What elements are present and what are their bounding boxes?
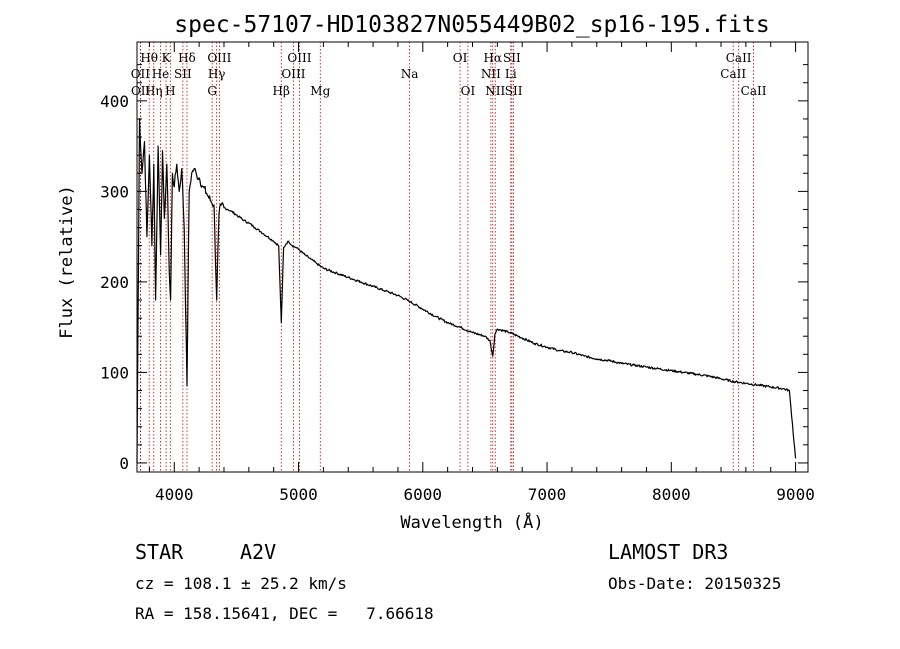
line-label-3: He [152,67,170,81]
y-tick-label-300: 300 [100,182,129,201]
line-label-21: NII [481,67,501,81]
object-subclass: A2V [240,540,277,564]
line-label-4: Hη [145,84,163,98]
line-label-15: Mg [310,84,330,98]
line-label-18: OI [461,84,476,98]
observation-date: Obs-Date: 20150325 [608,574,782,593]
line-label-11: G [207,84,217,98]
survey-name: LAMOST DR3 [608,540,729,564]
flux-series-line [136,118,797,463]
coordinates: RA = 158.15641, DEC = 7.66618 [135,604,434,623]
line-label-16: Na [401,67,419,81]
x-tick-label-7000: 7000 [528,485,567,504]
line-label-25: CaII [726,51,752,65]
line-label-9: OIII [207,51,231,65]
redshift-velocity: cz = 108.1 ± 25.2 km/s [135,574,347,593]
plot-frame [136,41,809,473]
line-label-6: SII [174,67,192,81]
line-label-8: Hδ [178,51,196,65]
y-tick-label-400: 400 [100,92,129,111]
x-tick-label-9000: 9000 [776,485,815,504]
x-tick-label-5000: 5000 [279,485,318,504]
line-label-24: SII [505,84,523,98]
spectral-line-markers [139,42,754,472]
y-tick-label-100: 100 [100,363,129,382]
line-label-13: OIII [287,51,311,65]
x-axis-label: Wavelength (Å) [400,511,543,533]
line-label-7: H [165,84,175,98]
x-tick-label-8000: 8000 [652,485,691,504]
line-label-19: Hα [483,51,502,65]
chart-title: spec-57107-HD103827N055449B02_sp16-195.f… [174,12,769,38]
line-label-12: Hβ [273,84,290,98]
line-label-17: OI [453,51,468,65]
x-tick-label-4000: 4000 [155,485,194,504]
line-label-27: CaII [741,84,767,98]
y-tick-label-200: 200 [100,273,129,292]
line-label-1: OII [131,67,151,81]
line-label-5: K [162,51,172,65]
line-label-23: NII [485,84,505,98]
object-type: STAR [135,540,184,564]
line-label-2: OII [131,84,151,98]
y-axis-ticks: 0 100 200 300 400 [100,64,808,473]
x-tick-label-6000: 6000 [404,485,443,504]
line-label-20: SII [503,51,521,65]
y-tick-label-0: 0 [119,454,129,473]
y-axis-label: Flux (relative) [57,185,77,339]
line-label-26: CaII [720,67,746,81]
line-label-22: Li [505,67,517,81]
x-axis-ticks: 4000 5000 6000 7000 8000 9000 [148,42,815,504]
line-label-10: Hγ [208,67,226,81]
line-label-0: Hθ [140,51,158,65]
line-label-14: OIII [281,67,305,81]
